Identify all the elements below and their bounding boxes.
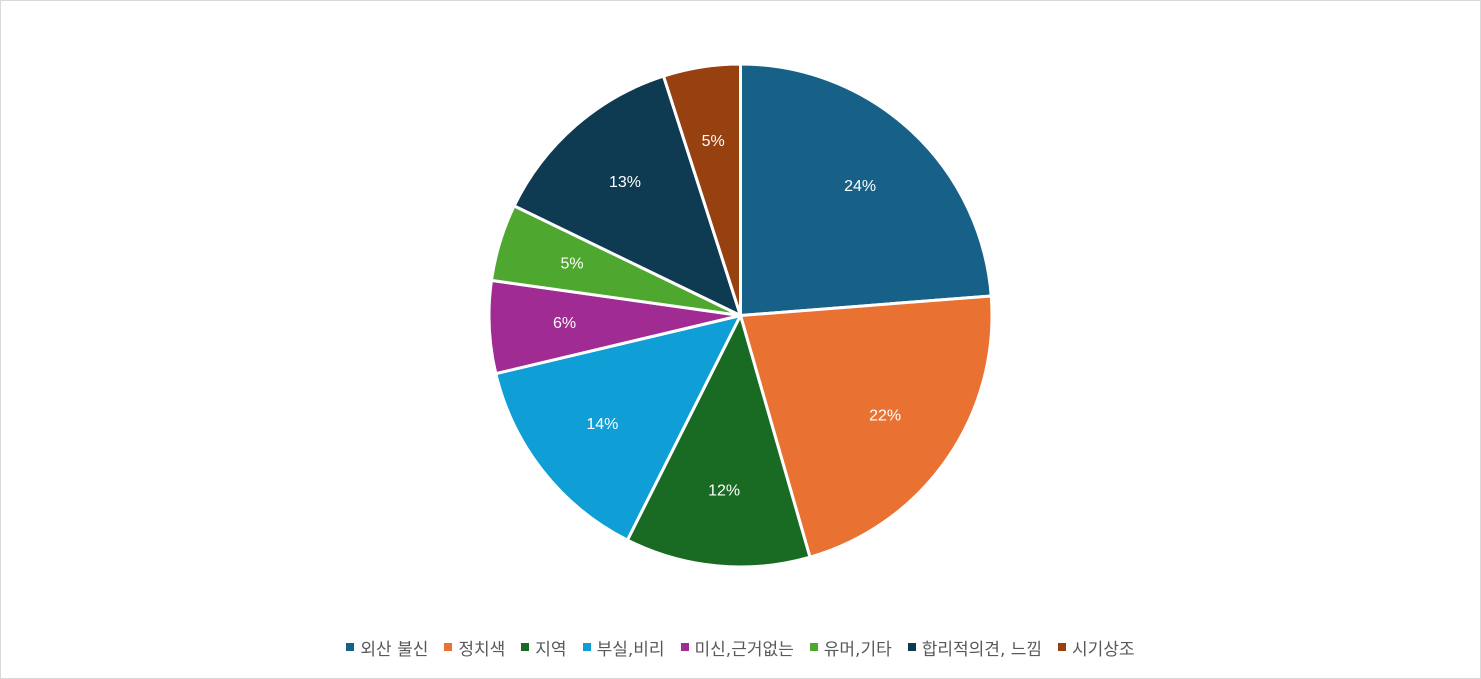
slice-label-0: 24% [844, 178, 876, 195]
chart-legend: 외산 불신 정치색 지역 부실,비리 미신,근거없는 유머,기타 합리적의견, 느낌 시기상조 [0, 634, 1481, 660]
pie-slice-7 [662, 62, 742, 317]
legend-item-1: 정치색 [444, 635, 505, 660]
legend-item-0: 외산 불신 [346, 635, 428, 660]
legend-swatch-0 [346, 643, 355, 651]
legend-label-1: 정치색 [458, 639, 506, 660]
slice-label-6: 13% [609, 174, 641, 191]
legend-item-7: 시기상조 [1058, 635, 1135, 660]
legend-label-7: 시기상조 [1072, 639, 1135, 660]
legend-label-6: 합리적의견, 느낌 [921, 639, 1043, 660]
legend-swatch-6 [907, 643, 916, 651]
legend-swatch-1 [444, 643, 453, 651]
slice-label-1: 22% [869, 407, 901, 424]
slice-label-7: 5% [702, 133, 725, 150]
pie-slice-1 [739, 294, 994, 559]
pie-slice-0 [739, 62, 993, 317]
slice-label-2: 12% [708, 482, 740, 499]
legend-swatch-2 [521, 643, 530, 651]
pie-chart: 24% 22% 12% 14% 6% 5% 13% 5% [487, 62, 994, 569]
legend-label-0: 외산 불신 [360, 639, 429, 660]
legend-swatch-7 [1058, 643, 1067, 651]
pie-labels: 24% 22% 12% 14% 6% 5% 13% 5% [553, 133, 901, 499]
pie-slice-3 [494, 314, 742, 542]
legend-item-5: 유머,기타 [809, 635, 892, 660]
legend-label-2: 지역 [535, 639, 567, 660]
pie-slice-2 [625, 314, 812, 569]
pie-slices [487, 62, 994, 569]
pie-slice-6 [512, 74, 742, 317]
legend-item-4: 미신,근거없는 [680, 635, 794, 660]
legend-label-3: 부실,비리 [596, 639, 665, 660]
legend-swatch-3 [582, 643, 591, 651]
legend-item-6: 합리적의견, 느낌 [907, 635, 1043, 660]
slice-label-5: 5% [561, 256, 584, 273]
legend-swatch-4 [680, 643, 689, 651]
legend-item-3: 부실,비리 [582, 635, 665, 660]
legend-swatch-5 [809, 643, 818, 651]
legend-item-2: 지역 [521, 635, 567, 660]
legend-label-4: 미신,근거없는 [694, 639, 794, 660]
slice-label-4: 6% [553, 315, 576, 332]
slice-label-3: 14% [586, 416, 618, 433]
legend-label-5: 유머,기타 [823, 639, 892, 660]
